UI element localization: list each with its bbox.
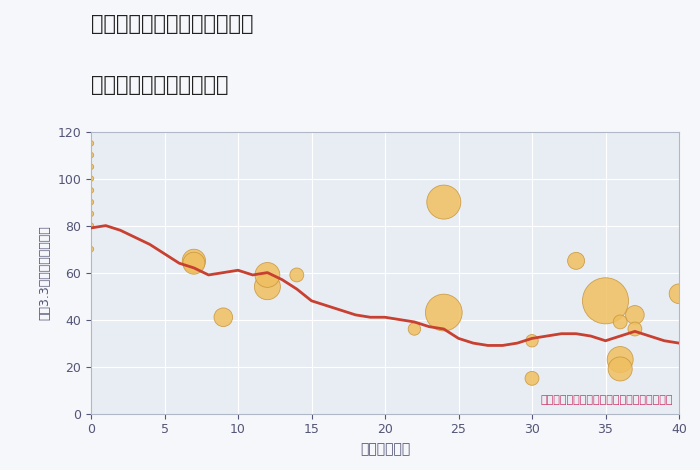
Point [615, 365, 626, 373]
Point [218, 313, 229, 321]
Point [85, 198, 97, 206]
Point [85, 245, 97, 253]
Point [570, 257, 582, 265]
Y-axis label: 坪（3.3㎡）単価（万円）: 坪（3.3㎡）単価（万円） [38, 225, 52, 320]
Point [85, 187, 97, 194]
Point [85, 140, 97, 147]
Point [85, 163, 97, 171]
Point [438, 309, 449, 316]
Point [600, 297, 611, 305]
Point [673, 290, 685, 298]
Point [629, 325, 641, 333]
Point [85, 175, 97, 182]
Point [85, 222, 97, 229]
Point [409, 325, 420, 333]
Text: 奈良県生駒郡斑鳩町高安西の: 奈良県生駒郡斑鳩町高安西の [91, 14, 253, 34]
Text: 築年数別中古戸建て価格: 築年数別中古戸建て価格 [91, 75, 228, 95]
Point [188, 257, 199, 265]
Point [188, 259, 199, 267]
Point [526, 337, 538, 345]
Point [85, 210, 97, 218]
X-axis label: 築年数（年）: 築年数（年） [360, 442, 410, 456]
Point [615, 356, 626, 363]
Point [291, 271, 302, 279]
Point [615, 318, 626, 326]
Point [526, 375, 538, 382]
Text: 円の大きさは、取引のあった物件面積を示す: 円の大きさは、取引のあった物件面積を示す [540, 395, 673, 405]
Point [438, 198, 449, 206]
Point [629, 311, 641, 319]
Point [85, 151, 97, 159]
Point [262, 283, 273, 290]
Point [262, 271, 273, 279]
